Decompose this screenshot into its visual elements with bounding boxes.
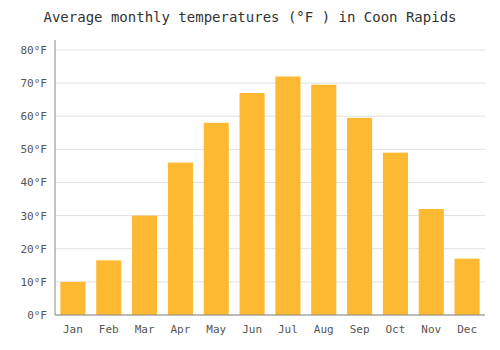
x-tick-label: Oct xyxy=(385,323,405,336)
grid-line xyxy=(55,315,485,316)
bar xyxy=(168,163,193,315)
y-tick-label: 70°F xyxy=(21,77,48,90)
x-tick-label: Jan xyxy=(63,323,83,336)
y-tick-label: 60°F xyxy=(21,110,48,123)
title: Average monthly temperatures (°F ) in Co… xyxy=(43,9,456,25)
x-tick-label: Aug xyxy=(314,323,334,336)
chart: Average monthly temperatures (°F ) in Co… xyxy=(0,0,500,350)
bar xyxy=(96,260,121,315)
grid-line xyxy=(55,149,485,150)
x-tick-label: Feb xyxy=(99,323,119,336)
grid-line xyxy=(55,83,485,84)
bar xyxy=(347,118,372,315)
bar xyxy=(455,259,480,315)
y-tick-label: 10°F xyxy=(21,276,48,289)
y-tick-label: 50°F xyxy=(21,143,48,156)
bar xyxy=(419,209,444,315)
background xyxy=(0,0,500,350)
grid-line xyxy=(55,49,485,50)
bar xyxy=(60,282,85,315)
x-tick-label: Mar xyxy=(135,323,155,336)
bars xyxy=(60,76,479,315)
y-tick-label: 80°F xyxy=(21,44,48,57)
x-tick-label: Dec xyxy=(457,323,477,336)
y-tick-label: 0°F xyxy=(27,309,47,322)
bar xyxy=(240,93,265,315)
y-tick-label: 20°F xyxy=(21,243,48,256)
x-tick-label: Jul xyxy=(278,323,298,336)
x-tick-label: Apr xyxy=(170,323,190,336)
y-axis-line xyxy=(55,40,56,315)
grid-line xyxy=(55,182,485,183)
y-tick-label: 40°F xyxy=(21,176,48,189)
x-tick-label: Nov xyxy=(421,323,441,336)
bar xyxy=(383,153,408,315)
y-tick-label: 30°F xyxy=(21,210,48,223)
grid-line xyxy=(55,116,485,117)
x-tick-label: Sep xyxy=(350,323,370,336)
x-axis-line xyxy=(55,315,485,316)
bar xyxy=(275,76,300,315)
x-tick-label: May xyxy=(206,323,226,336)
bar xyxy=(132,216,157,315)
x-tick-label: Jun xyxy=(242,323,262,336)
bar xyxy=(204,123,229,315)
bar xyxy=(311,85,336,315)
